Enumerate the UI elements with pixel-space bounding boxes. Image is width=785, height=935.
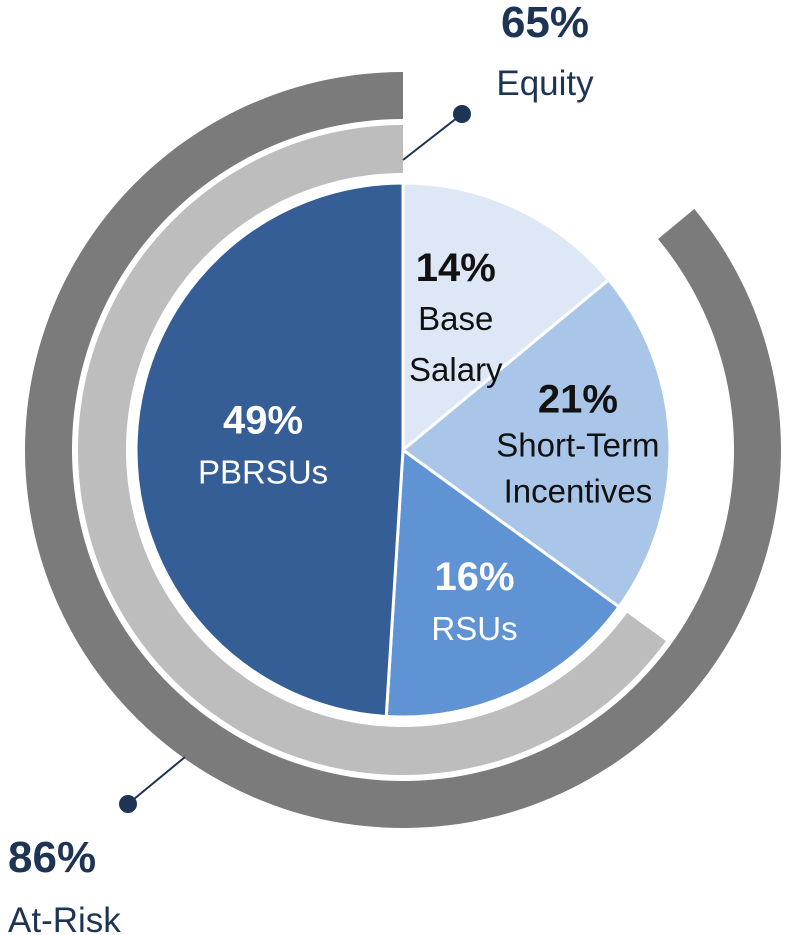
equity-percent: 65% (501, 0, 589, 47)
slice-pbrsus-percent: 49% (223, 399, 303, 443)
equity-leader-dot (453, 105, 471, 123)
at-risk-leader-line (127, 756, 186, 805)
label-layer: 14% Base Salary 21% Short-Term Incentives 16% R… (8, 0, 660, 935)
slice-sti-percent: 21% (538, 378, 618, 422)
slice-pbrsus (134, 181, 405, 718)
slice-base-percent: 14% (416, 246, 496, 290)
slice-sti-label: Incentives (504, 473, 653, 510)
equity-leader-line (402, 113, 463, 161)
slice-base (401, 181, 611, 452)
slice-rsus-label: RSUs (431, 610, 517, 647)
slice-sti (401, 278, 672, 609)
at-risk-leader-dot (119, 795, 137, 813)
slice-pbrsus-label: PBRSUs (198, 454, 328, 491)
slice-sti-label: Short-Term (496, 427, 659, 464)
at-risk-percent: 86% (8, 833, 96, 882)
slice-base-label: Salary (409, 351, 503, 388)
slice-rsus-percent: 16% (434, 555, 514, 599)
equity-label: Equity (496, 64, 594, 103)
pie-layer (134, 181, 672, 719)
at-risk-label: At-Risk (8, 901, 121, 935)
annotation-layer (119, 105, 471, 813)
slice-rsus (384, 448, 621, 719)
slice-base-label: Base (418, 300, 493, 337)
